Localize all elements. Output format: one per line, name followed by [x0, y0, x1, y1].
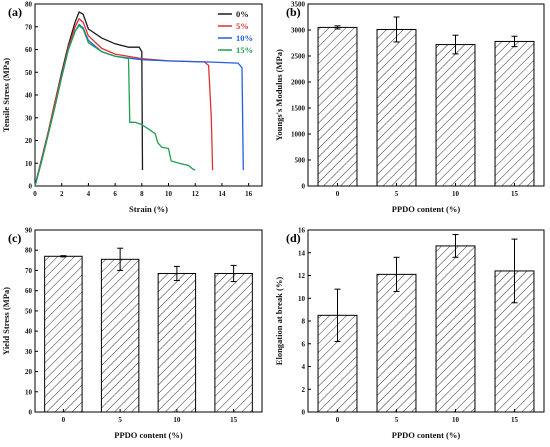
bar-15	[494, 40, 535, 187]
y-tick-label: 80	[25, 247, 33, 255]
x-tick-label: 6	[113, 190, 117, 198]
x-tick-label: 4	[87, 190, 91, 198]
panel-label: (c)	[8, 231, 21, 245]
y-tick-label: 20	[25, 368, 33, 376]
y-tick-label: 80	[25, 1, 33, 9]
y-axis-title: Yield Stress (MPa)	[1, 287, 11, 355]
x-tick-label: 5	[118, 416, 122, 424]
x-tick-label: 12	[192, 190, 200, 198]
panel-a-tensile-chart: (a)Strain (%)Tensile Stress (MPa)0102030…	[1, 1, 263, 214]
x-axis-title: PPDO content (%)	[392, 430, 461, 440]
y-tick-label: 500	[295, 157, 306, 165]
legend-label: 5%	[236, 21, 249, 31]
y-tick-label: 70	[25, 267, 33, 275]
panel-label: (a)	[8, 5, 22, 19]
x-tick-label: 15	[511, 190, 519, 198]
y-tick-label: 1500	[291, 105, 306, 113]
y-tick-label: 50	[25, 307, 33, 315]
y-tick-label: 10	[25, 388, 33, 396]
y-axis-title: Youngs's Modulus (MPa)	[274, 49, 284, 141]
y-tick-label: 50	[25, 69, 33, 77]
bar-10	[435, 44, 476, 187]
x-axis-title: PPDO content (%)	[392, 204, 461, 214]
y-tick-label: 10	[298, 295, 306, 303]
y-tick-label: 0	[29, 409, 33, 417]
y-tick-label: 70	[25, 23, 33, 31]
x-tick-label: 10	[173, 416, 181, 424]
y-tick-label: 2	[302, 386, 306, 394]
x-tick-label: 0	[62, 416, 66, 424]
y-tick-label: 3000	[291, 27, 306, 35]
x-tick-label: 0	[336, 416, 340, 424]
x-tick-label: 8	[140, 190, 144, 198]
x-tick-label: 5	[395, 416, 399, 424]
y-tick-label: 30	[25, 348, 33, 356]
panel-label: (b)	[286, 5, 301, 19]
x-tick-label: 14	[218, 190, 226, 198]
plot-frame	[307, 3, 545, 187]
legend-label: 0%	[236, 9, 249, 19]
bar-5	[376, 28, 417, 187]
y-tick-label: 2500	[291, 53, 306, 61]
panel-d-elongation-chart: (d) PPDO content (%) Elongation at break (…	[274, 227, 545, 440]
series-line-0pct	[34, 11, 144, 187]
x-tick-label: 15	[511, 416, 519, 424]
legend-label: 10%	[236, 33, 253, 43]
y-tick-label: 60	[25, 287, 33, 295]
plot-frame	[34, 229, 263, 413]
y-tick-label: 40	[25, 92, 33, 100]
y-tick-label: 2000	[291, 79, 306, 87]
x-axis-title: PPDO content (%)	[114, 430, 183, 440]
bar-15	[214, 272, 253, 413]
y-tick-label: 0	[29, 183, 33, 191]
y-tick-label: 0	[302, 409, 306, 417]
x-tick-label: 10	[165, 190, 173, 198]
bar-10	[435, 245, 476, 413]
panel-c-yield-chart: (c) PPDO content (%) Yield Stress (MPa) 0 10…	[1, 227, 263, 440]
y-tick-label: 60	[25, 46, 33, 54]
legend-label: 15%	[236, 45, 253, 55]
x-tick-label: 2	[60, 190, 64, 198]
x-tick-label: 5	[395, 190, 399, 198]
y-tick-label: 30	[25, 114, 33, 122]
bar-0	[317, 26, 358, 187]
series-line-15pct	[34, 24, 196, 187]
y-tick-label: 16	[298, 227, 306, 235]
y-tick-label: 3500	[291, 1, 306, 9]
y-tick-label: 6	[302, 340, 306, 348]
y-tick-label: 1000	[291, 131, 306, 139]
y-tick-label: 0	[302, 183, 306, 191]
bar-5	[376, 273, 417, 413]
y-tick-label: 20	[25, 137, 33, 145]
y-axis-title: Elongation at break (%)	[274, 277, 284, 366]
bar-0	[44, 255, 83, 413]
y-tick-label: 90	[25, 227, 33, 235]
series-line-5pct	[34, 17, 214, 187]
panel-label: (d)	[286, 231, 301, 245]
x-tick-label: 0	[33, 190, 37, 198]
y-axis-title: Tensile Stress (MPa)	[1, 58, 11, 132]
y-tick-label: 8	[302, 318, 306, 326]
x-axis-title: Strain (%)	[129, 204, 168, 214]
y-tick-label: 14	[298, 249, 306, 257]
panel-b-modulus-chart: (b) PPDO content (%) Youngs's Modulus (MPa…	[274, 1, 545, 214]
x-tick-label: 0	[336, 190, 340, 198]
x-tick-label: 10	[452, 416, 460, 424]
bar-10	[157, 272, 197, 413]
y-tick-label: 10	[25, 160, 33, 168]
bar-5	[100, 258, 140, 413]
y-tick-label: 40	[25, 328, 33, 336]
y-tick-label: 4	[302, 363, 306, 371]
x-tick-label: 16	[245, 190, 253, 198]
x-tick-label: 15	[230, 416, 238, 424]
y-tick-label: 12	[298, 272, 306, 280]
plot-frame	[34, 3, 263, 187]
x-tick-label: 10	[452, 190, 460, 198]
